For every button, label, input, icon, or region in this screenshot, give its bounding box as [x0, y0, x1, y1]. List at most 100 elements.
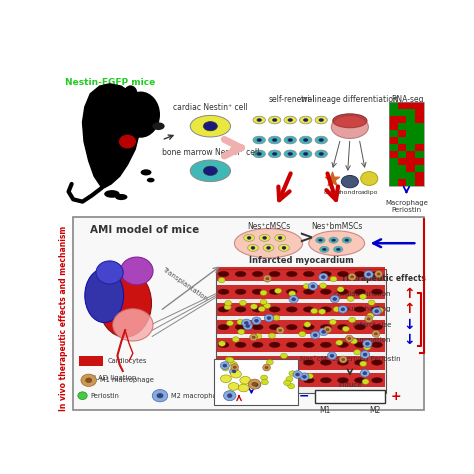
Bar [218, 302, 385, 316]
Ellipse shape [296, 373, 300, 376]
Ellipse shape [267, 317, 271, 319]
Ellipse shape [303, 307, 314, 312]
Text: Nes⁺cMSCs: Nes⁺cMSCs [247, 222, 290, 231]
Ellipse shape [269, 271, 280, 277]
Ellipse shape [361, 172, 378, 185]
Ellipse shape [266, 360, 273, 365]
Ellipse shape [363, 353, 367, 356]
Ellipse shape [113, 309, 153, 341]
Ellipse shape [255, 319, 258, 322]
Ellipse shape [284, 150, 296, 158]
Text: adipo: adipo [361, 190, 378, 195]
Ellipse shape [276, 327, 284, 334]
Ellipse shape [120, 257, 153, 285]
Ellipse shape [330, 276, 337, 282]
Ellipse shape [251, 246, 255, 249]
Bar [218, 338, 385, 352]
Ellipse shape [257, 138, 262, 142]
Ellipse shape [376, 308, 383, 313]
Bar [390, 101, 423, 186]
Ellipse shape [360, 351, 370, 358]
Ellipse shape [237, 319, 244, 325]
Ellipse shape [252, 336, 255, 338]
Ellipse shape [364, 271, 374, 278]
Ellipse shape [157, 393, 163, 398]
Ellipse shape [320, 325, 331, 330]
Ellipse shape [190, 160, 230, 182]
Ellipse shape [372, 325, 383, 330]
Ellipse shape [232, 370, 236, 373]
Ellipse shape [375, 271, 383, 277]
Ellipse shape [368, 300, 375, 305]
Ellipse shape [252, 271, 263, 277]
Ellipse shape [372, 378, 383, 383]
Bar [390, 144, 398, 151]
Bar [218, 267, 385, 281]
Text: −: − [298, 390, 309, 403]
Ellipse shape [342, 358, 345, 361]
Text: Nes⁺cMSCs-derived Periostin: Nes⁺cMSCs-derived Periostin [300, 356, 400, 362]
Ellipse shape [360, 294, 366, 299]
Ellipse shape [252, 307, 263, 312]
Ellipse shape [273, 315, 280, 320]
Ellipse shape [252, 382, 257, 386]
Bar [406, 144, 415, 151]
Ellipse shape [245, 321, 248, 325]
Ellipse shape [252, 325, 263, 330]
Ellipse shape [341, 175, 358, 188]
Ellipse shape [348, 273, 356, 280]
Text: ↓: ↓ [404, 318, 415, 332]
Bar [406, 179, 415, 186]
Ellipse shape [329, 237, 338, 243]
Ellipse shape [86, 378, 92, 383]
Ellipse shape [264, 275, 271, 282]
Ellipse shape [284, 116, 296, 124]
Bar [398, 130, 406, 137]
Bar [390, 172, 398, 179]
Ellipse shape [278, 237, 282, 239]
Ellipse shape [260, 299, 267, 305]
Ellipse shape [252, 289, 263, 294]
Text: M1 macrophage: M1 macrophage [100, 377, 154, 383]
Text: Nestin-EGFP mice: Nestin-EGFP mice [65, 78, 155, 87]
Bar [390, 109, 398, 116]
Ellipse shape [310, 308, 318, 314]
Ellipse shape [372, 271, 383, 277]
Ellipse shape [309, 231, 365, 255]
Ellipse shape [269, 342, 280, 347]
Ellipse shape [252, 360, 263, 365]
Ellipse shape [268, 333, 275, 338]
Ellipse shape [372, 360, 383, 365]
Ellipse shape [288, 138, 292, 142]
Ellipse shape [252, 378, 263, 383]
Ellipse shape [372, 307, 383, 312]
Ellipse shape [289, 291, 296, 296]
Text: ↑: ↑ [404, 287, 415, 301]
Ellipse shape [222, 365, 229, 371]
Ellipse shape [252, 342, 263, 347]
Ellipse shape [319, 273, 328, 281]
Ellipse shape [320, 378, 331, 383]
Ellipse shape [218, 271, 229, 277]
Ellipse shape [220, 375, 231, 383]
Ellipse shape [355, 360, 365, 365]
Ellipse shape [85, 269, 124, 322]
Ellipse shape [258, 306, 265, 312]
Bar [79, 356, 103, 366]
Ellipse shape [330, 295, 339, 303]
Ellipse shape [337, 360, 348, 365]
Ellipse shape [265, 366, 268, 369]
Ellipse shape [250, 304, 257, 309]
Ellipse shape [319, 138, 324, 142]
Text: osteo: osteo [323, 190, 341, 195]
Ellipse shape [218, 307, 229, 312]
Ellipse shape [203, 121, 218, 131]
Ellipse shape [302, 375, 306, 378]
Ellipse shape [333, 307, 340, 312]
Ellipse shape [218, 378, 229, 383]
Ellipse shape [303, 118, 308, 121]
Text: ↑: ↑ [404, 302, 415, 317]
Ellipse shape [334, 246, 343, 253]
Ellipse shape [319, 152, 324, 155]
Bar [415, 179, 423, 186]
